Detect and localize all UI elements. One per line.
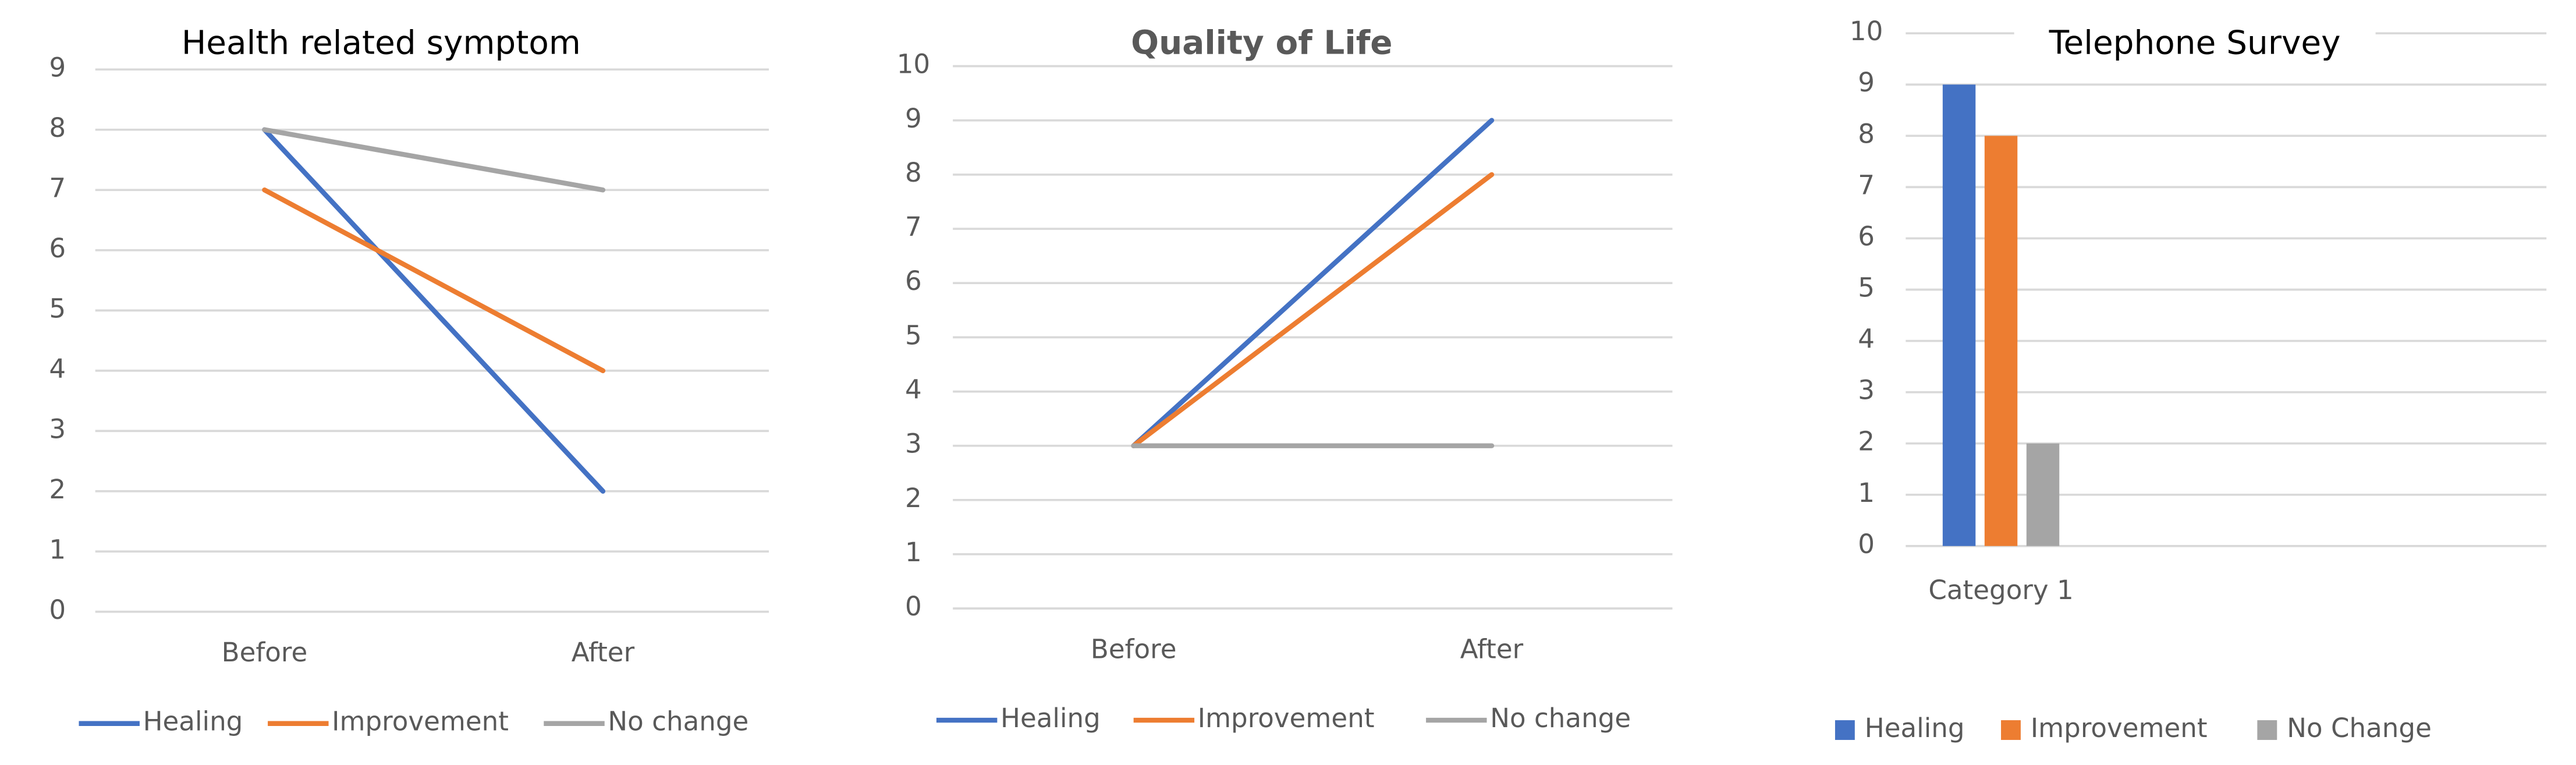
y-tick-label: 2	[1858, 426, 1875, 457]
x-tick-label: After	[572, 637, 635, 668]
x-tick-label: Before	[222, 637, 308, 668]
y-tick-label: 1	[905, 537, 922, 568]
y-tick-label: 2	[49, 474, 66, 505]
y-tick-label: 9	[905, 103, 922, 134]
y-tick-label: 8	[49, 112, 66, 143]
y-tick-label: 4	[49, 353, 66, 384]
legend-label: Improvement	[1198, 703, 1375, 734]
x-tick-label: After	[1460, 634, 1524, 665]
legend-label: Improvement	[332, 706, 509, 737]
y-tick-label: 3	[49, 413, 66, 444]
y-tick-label: 7	[49, 172, 66, 203]
y-tick-label: 8	[905, 157, 922, 188]
y-tick-label: 3	[1858, 375, 1875, 406]
y-tick-label: 5	[1858, 272, 1875, 303]
x-tick-label: Before	[1091, 634, 1177, 665]
x-tick-label: Category 1	[1928, 575, 2073, 605]
bar	[1942, 84, 1976, 546]
line	[1131, 172, 1495, 448]
title-background	[2014, 22, 2376, 68]
y-tick-label: 0	[905, 591, 922, 622]
legend-label: Healing	[143, 706, 243, 737]
y-tick-label: 6	[49, 233, 66, 264]
y-tick-label: 7	[905, 211, 922, 242]
y-tick-label: 0	[49, 594, 66, 625]
chart-title: Quality of Life	[1131, 24, 1392, 62]
line	[262, 187, 606, 374]
y-tick-label: 3	[905, 428, 922, 459]
bar	[2026, 443, 2060, 546]
legend-label: Improvement	[2031, 713, 2208, 743]
y-tick-label: 6	[905, 265, 922, 296]
y-tick-label: 5	[49, 293, 66, 324]
bar	[1984, 136, 2018, 546]
y-tick-label: 10	[897, 49, 930, 80]
y-tick-label: 1	[1858, 477, 1875, 508]
y-tick-label: 6	[1858, 221, 1875, 252]
y-tick-label: 5	[905, 320, 922, 350]
y-tick-label: 10	[1850, 16, 1883, 47]
legend-symbol	[2001, 720, 2021, 740]
legend-symbol	[1835, 720, 1855, 740]
line	[1131, 118, 1495, 448]
y-tick-label: 7	[1858, 169, 1875, 200]
y-tick-label: 8	[1858, 118, 1875, 149]
y-tick-label: 1	[49, 534, 66, 565]
legend-symbol	[2257, 720, 2277, 740]
legend-label: No change	[1490, 703, 1631, 734]
title-background	[143, 22, 620, 68]
line	[262, 127, 606, 494]
chart-title: Health related symptom	[182, 24, 581, 62]
y-tick-label: 4	[1858, 324, 1875, 355]
legend-label: Healing	[1865, 713, 1965, 743]
y-tick-label: 9	[49, 52, 66, 83]
y-tick-label: 2	[905, 483, 922, 513]
legend-label: No change	[608, 706, 748, 737]
legend-label: Healing	[1000, 703, 1101, 734]
line	[262, 127, 606, 193]
y-tick-label: 9	[1858, 67, 1875, 98]
y-tick-label: 4	[905, 374, 922, 405]
legend-label: No Change	[2287, 713, 2432, 743]
chart-title: Telephone Survey	[2049, 24, 2341, 62]
y-tick-label: 0	[1858, 529, 1875, 559]
